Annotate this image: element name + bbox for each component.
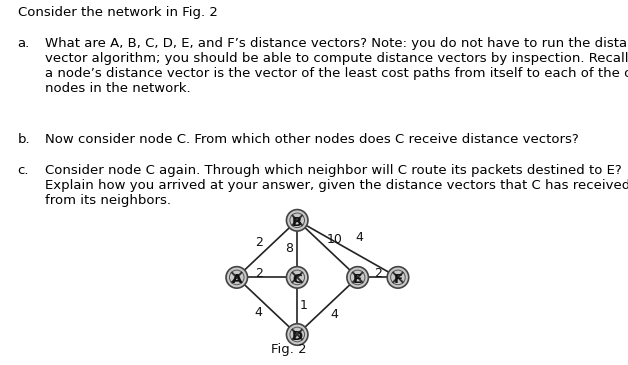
Text: 1: 1 bbox=[300, 299, 307, 312]
Text: What are A, B, C, D, E, and F’s distance vectors? Note: you do not have to run t: What are A, B, C, D, E, and F’s distance… bbox=[45, 37, 628, 95]
Text: a.: a. bbox=[18, 37, 30, 50]
Text: 2: 2 bbox=[374, 267, 382, 280]
Text: B: B bbox=[292, 216, 302, 229]
Circle shape bbox=[387, 267, 409, 288]
Text: 4: 4 bbox=[355, 231, 363, 243]
Text: 8: 8 bbox=[285, 242, 293, 255]
Circle shape bbox=[286, 210, 308, 231]
Text: c.: c. bbox=[18, 164, 29, 177]
Circle shape bbox=[286, 324, 308, 345]
Text: Consider node C again. Through which neighbor will C route its packets destined : Consider node C again. Through which nei… bbox=[45, 164, 628, 207]
Text: C: C bbox=[293, 273, 302, 286]
Text: A: A bbox=[232, 273, 242, 286]
Text: 2: 2 bbox=[255, 236, 263, 249]
Circle shape bbox=[286, 267, 308, 288]
Text: F: F bbox=[393, 273, 403, 286]
Text: Consider the network in Fig. 2: Consider the network in Fig. 2 bbox=[18, 6, 217, 19]
Text: 10: 10 bbox=[326, 233, 342, 246]
Text: Now consider node C. From which other nodes does C receive distance vectors?: Now consider node C. From which other no… bbox=[45, 133, 579, 146]
Text: 4: 4 bbox=[255, 306, 263, 319]
Circle shape bbox=[347, 267, 369, 288]
Text: b.: b. bbox=[18, 133, 30, 146]
Text: 4: 4 bbox=[330, 308, 338, 321]
Text: Fig. 2: Fig. 2 bbox=[271, 343, 306, 356]
Text: 2: 2 bbox=[255, 267, 263, 280]
Text: E: E bbox=[353, 273, 362, 286]
Text: D: D bbox=[291, 330, 303, 343]
Circle shape bbox=[226, 267, 247, 288]
